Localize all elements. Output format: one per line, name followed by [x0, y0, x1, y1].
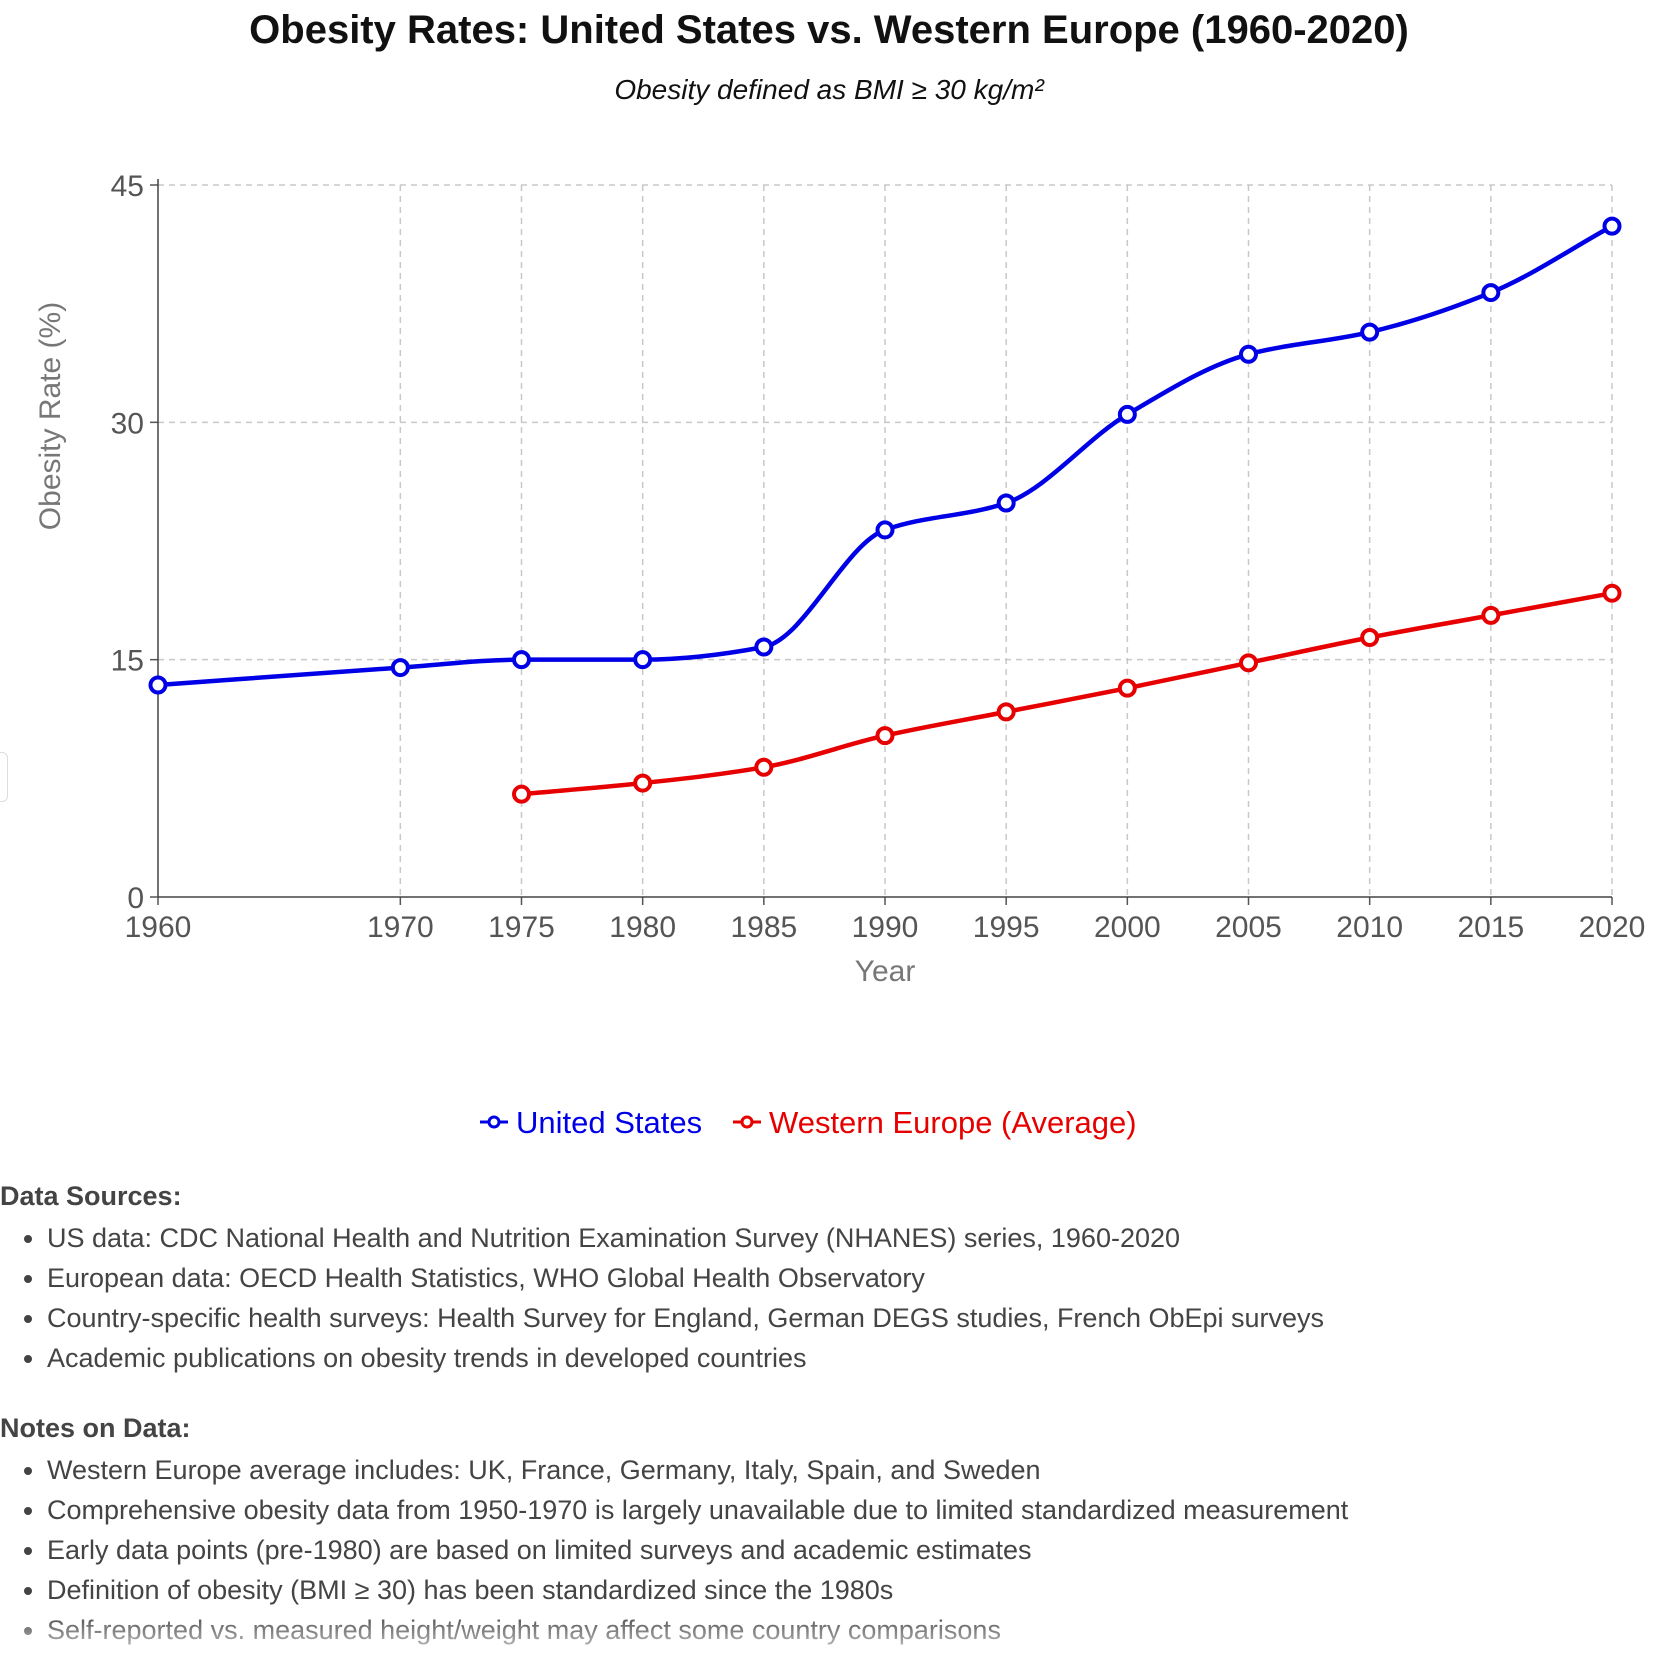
- legend-label: United States: [516, 1105, 702, 1140]
- europe-data-point[interactable]: [875, 726, 895, 746]
- us-data-point[interactable]: [1117, 404, 1137, 424]
- x-tick-label: 1980: [609, 911, 676, 944]
- x-tick-label: 2010: [1336, 911, 1403, 944]
- notes-section: Data Sources: US data: CDC National Heal…: [0, 1176, 1640, 1680]
- us-data-point[interactable]: [996, 493, 1016, 513]
- axes: 1960 1970 1975 1980 1985 1990 1995 2000 2005 2010…: [111, 170, 1646, 944]
- us-data-point[interactable]: [754, 637, 774, 657]
- us-data-point[interactable]: [1239, 344, 1258, 364]
- data-source-item: Academic publications on obesity trends …: [47, 1338, 1640, 1378]
- europe-series-line: [521, 590, 1613, 797]
- europe-data-point[interactable]: [1117, 678, 1137, 698]
- legend-marker-icon: [740, 1115, 754, 1129]
- legend-item-us[interactable]: United States: [480, 1105, 702, 1140]
- data-note-item: Self-reported vs. measured height/weight…: [47, 1610, 1640, 1650]
- y-tick-label: 45: [111, 170, 144, 203]
- x-axis-title: Year: [855, 955, 916, 988]
- x-tick-label: 1990: [852, 911, 919, 944]
- data-source-item: European data: OECD Health Statistics, W…: [47, 1258, 1640, 1298]
- legend-label: Western Europe (Average): [769, 1105, 1137, 1140]
- chart-subtitle: Obesity defined as BMI ≥ 30 kg/m²: [614, 74, 1044, 105]
- europe-data-point[interactable]: [1239, 653, 1258, 673]
- x-tick-label: 1995: [973, 911, 1040, 944]
- us-data-point[interactable]: [390, 658, 410, 678]
- obesity-line-chart: 1960 1970 1975 1980 1985 1990 1995 2000 2005 2010…: [34, 170, 1646, 1140]
- europe-data-point[interactable]: [633, 773, 653, 793]
- legend-marker-icon: [487, 1115, 501, 1129]
- europe-data-point[interactable]: [1602, 583, 1622, 603]
- us-data-point[interactable]: [148, 675, 168, 695]
- us-data-point[interactable]: [875, 520, 895, 540]
- data-note-item: Early data points (pre-1980) are based o…: [47, 1530, 1640, 1570]
- europe-data-point[interactable]: [512, 784, 531, 804]
- data-sources-list: US data: CDC National Health and Nutriti…: [0, 1218, 1640, 1378]
- y-tick-label: 30: [111, 407, 144, 440]
- data-source-item: Country-specific health surveys: Health …: [47, 1298, 1640, 1338]
- us-data-point[interactable]: [1602, 216, 1622, 236]
- chart-legend[interactable]: United States Western Europe (Average): [480, 1105, 1137, 1140]
- side-panel-handle[interactable]: [0, 752, 8, 802]
- europe-data-point[interactable]: [996, 702, 1016, 722]
- x-tick-label: 1975: [488, 911, 555, 944]
- y-tick-label: 15: [111, 645, 144, 678]
- grid-lines: [158, 184, 1613, 897]
- us-data-point[interactable]: [512, 650, 531, 670]
- data-note-item: Western Europe average includes: UK, Fra…: [47, 1450, 1640, 1490]
- data-note-item: Definition of obesity (BMI ≥ 30) has bee…: [47, 1570, 1640, 1610]
- europe-data-point[interactable]: [1481, 605, 1501, 625]
- x-tick-label: 1985: [730, 911, 797, 944]
- europe-data-point[interactable]: [1360, 628, 1380, 648]
- x-tick-label: 1960: [125, 911, 192, 944]
- legend-item-europe[interactable]: Western Europe (Average): [733, 1105, 1137, 1140]
- chart-title: Obesity Rates: United States vs. Western…: [249, 8, 1409, 52]
- y-axis-title: Obesity Rate (%): [34, 302, 67, 530]
- us-data-point[interactable]: [1481, 283, 1501, 303]
- x-tick-label: 2000: [1094, 911, 1161, 944]
- y-tick-label: 0: [127, 882, 144, 915]
- notes-on-data-heading: Notes on Data:: [0, 1413, 191, 1443]
- data-source-item: US data: CDC National Health and Nutriti…: [47, 1218, 1640, 1258]
- us-data-point[interactable]: [1360, 322, 1380, 342]
- series-lines: [148, 216, 1622, 804]
- x-tick-label: 2020: [1579, 911, 1646, 944]
- x-tick-label: 2015: [1457, 911, 1524, 944]
- data-note-item: Comprehensive obesity data from 1950-197…: [47, 1490, 1640, 1530]
- x-tick-label: 1970: [367, 911, 434, 944]
- notes-on-data-list: Western Europe average includes: UK, Fra…: [0, 1450, 1640, 1650]
- us-data-point[interactable]: [633, 650, 653, 670]
- europe-data-point[interactable]: [754, 757, 774, 777]
- x-tick-label: 2005: [1215, 911, 1282, 944]
- data-sources-heading: Data Sources:: [0, 1181, 182, 1211]
